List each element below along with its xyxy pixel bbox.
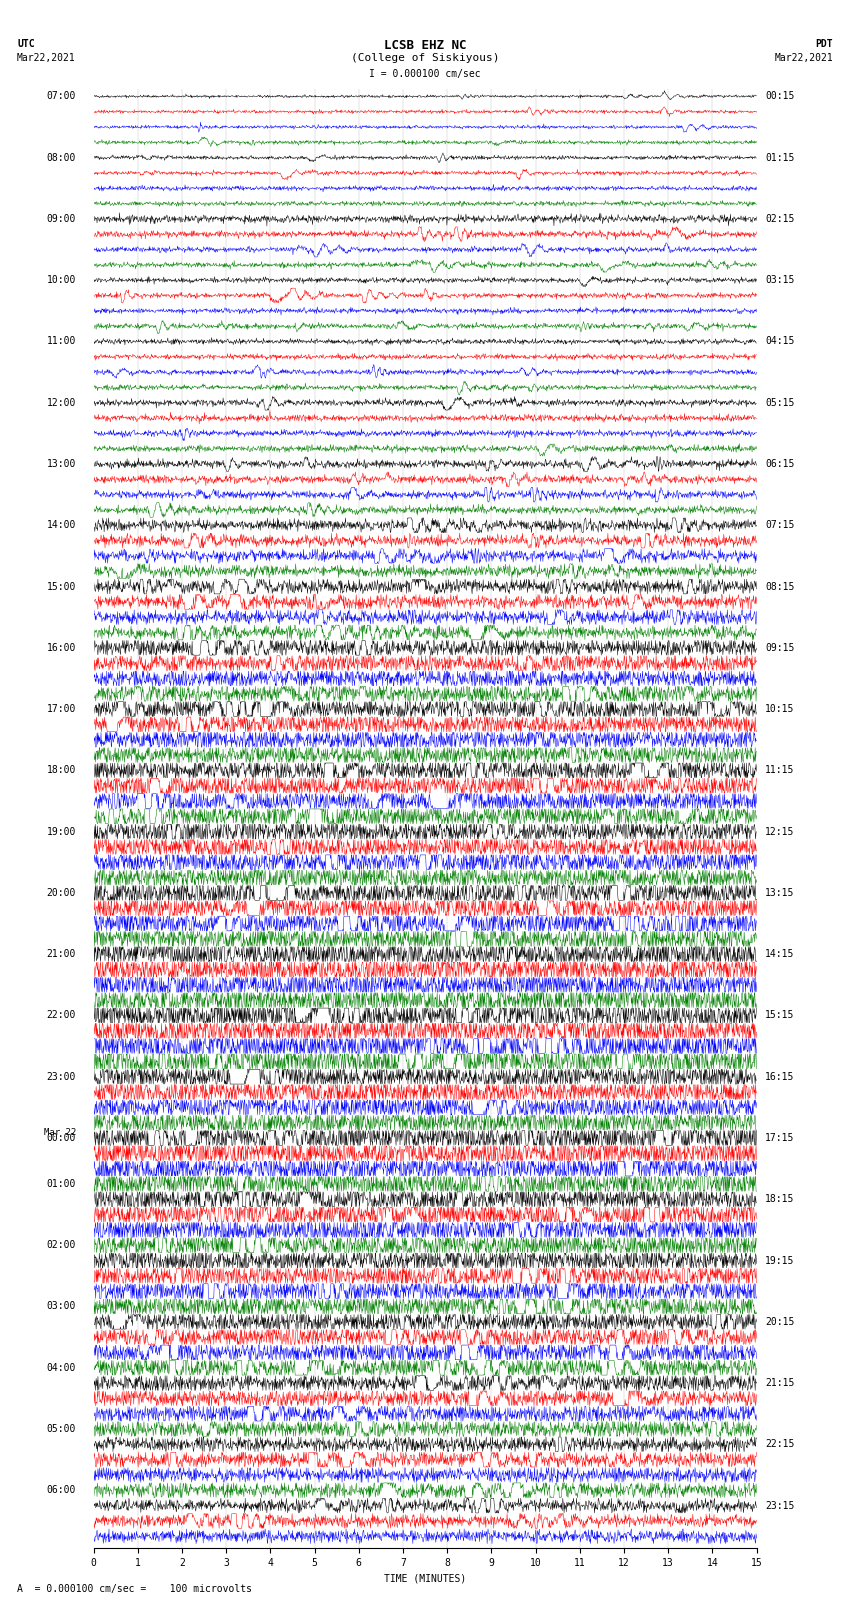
- Text: 18:15: 18:15: [765, 1194, 795, 1205]
- X-axis label: TIME (MINUTES): TIME (MINUTES): [384, 1574, 466, 1584]
- Text: 13:15: 13:15: [765, 887, 795, 898]
- Text: 03:15: 03:15: [765, 276, 795, 286]
- Text: 17:00: 17:00: [47, 705, 76, 715]
- Text: 14:00: 14:00: [47, 521, 76, 531]
- Text: 15:00: 15:00: [47, 582, 76, 592]
- Text: 19:15: 19:15: [765, 1255, 795, 1266]
- Text: 10:00: 10:00: [47, 276, 76, 286]
- Text: I = 0.000100 cm/sec: I = 0.000100 cm/sec: [369, 69, 481, 79]
- Text: 15:15: 15:15: [765, 1010, 795, 1021]
- Text: 04:15: 04:15: [765, 337, 795, 347]
- Text: A  = 0.000100 cm/sec =    100 microvolts: A = 0.000100 cm/sec = 100 microvolts: [17, 1584, 252, 1594]
- Text: 05:15: 05:15: [765, 398, 795, 408]
- Text: 14:15: 14:15: [765, 948, 795, 960]
- Text: 22:00: 22:00: [47, 1010, 76, 1021]
- Text: 13:00: 13:00: [47, 460, 76, 469]
- Text: 18:00: 18:00: [47, 765, 76, 776]
- Text: 04:00: 04:00: [47, 1363, 76, 1373]
- Text: 01:00: 01:00: [47, 1179, 76, 1189]
- Text: UTC: UTC: [17, 39, 35, 48]
- Text: Mar22,2021: Mar22,2021: [17, 53, 76, 63]
- Text: 06:00: 06:00: [47, 1486, 76, 1495]
- Text: 11:15: 11:15: [765, 765, 795, 776]
- Text: 17:15: 17:15: [765, 1132, 795, 1144]
- Text: 01:15: 01:15: [765, 153, 795, 163]
- Text: 23:00: 23:00: [47, 1071, 76, 1082]
- Text: 00:15: 00:15: [765, 92, 795, 102]
- Text: 07:15: 07:15: [765, 521, 795, 531]
- Text: 12:15: 12:15: [765, 826, 795, 837]
- Text: 20:00: 20:00: [47, 887, 76, 898]
- Text: 02:15: 02:15: [765, 215, 795, 224]
- Text: 09:15: 09:15: [765, 644, 795, 653]
- Text: 08:15: 08:15: [765, 582, 795, 592]
- Text: 08:00: 08:00: [47, 153, 76, 163]
- Text: Mar22,2021: Mar22,2021: [774, 53, 833, 63]
- Text: 16:00: 16:00: [47, 644, 76, 653]
- Text: 09:00: 09:00: [47, 215, 76, 224]
- Text: 12:00: 12:00: [47, 398, 76, 408]
- Text: 11:00: 11:00: [47, 337, 76, 347]
- Text: (College of Siskiyous): (College of Siskiyous): [351, 53, 499, 63]
- Text: 21:00: 21:00: [47, 948, 76, 960]
- Text: 20:15: 20:15: [765, 1316, 795, 1327]
- Text: LCSB EHZ NC: LCSB EHZ NC: [383, 39, 467, 52]
- Text: 19:00: 19:00: [47, 826, 76, 837]
- Text: 10:15: 10:15: [765, 705, 795, 715]
- Text: 16:15: 16:15: [765, 1071, 795, 1082]
- Text: 21:15: 21:15: [765, 1378, 795, 1389]
- Text: 07:00: 07:00: [47, 92, 76, 102]
- Text: 00:00: 00:00: [47, 1132, 76, 1144]
- Text: 05:00: 05:00: [47, 1424, 76, 1434]
- Text: 02:00: 02:00: [47, 1240, 76, 1250]
- Text: 03:00: 03:00: [47, 1302, 76, 1311]
- Text: PDT: PDT: [815, 39, 833, 48]
- Text: 06:15: 06:15: [765, 460, 795, 469]
- Text: 23:15: 23:15: [765, 1500, 795, 1511]
- Text: 22:15: 22:15: [765, 1439, 795, 1450]
- Text: Mar 22: Mar 22: [43, 1127, 76, 1137]
